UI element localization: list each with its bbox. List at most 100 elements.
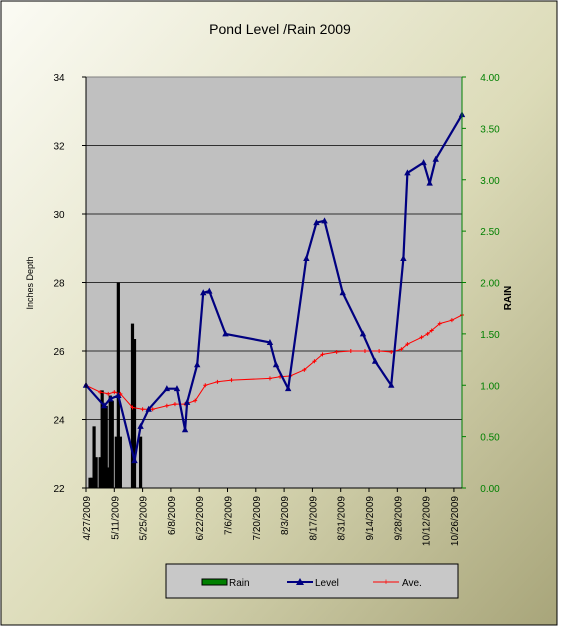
ave-point (437, 321, 442, 326)
x-tick-label: 6/8/2009 (167, 496, 178, 535)
rain-bar (90, 477, 94, 488)
level-point (206, 287, 213, 294)
x-tick-label: 9/28/2009 (393, 496, 404, 541)
level-point (303, 255, 310, 262)
x-tick-label: 7/20/2009 (252, 496, 263, 541)
ave-point (150, 407, 155, 412)
rain-bar (88, 477, 92, 488)
ave-point (405, 342, 410, 347)
rain-bar (114, 436, 118, 488)
level-point (339, 289, 346, 296)
y2-tick-label: 2.00 (480, 279, 500, 290)
ave-point (98, 390, 103, 395)
y2-tick-label: 3.00 (480, 176, 500, 187)
rain-bar (98, 457, 102, 488)
rain-bar (106, 467, 110, 488)
y-tick-label: 24 (53, 416, 65, 427)
y-tick-label: 26 (53, 347, 65, 358)
level-point (420, 159, 427, 166)
level-point (371, 357, 379, 364)
rain-bar (138, 436, 143, 488)
level-point (173, 385, 181, 392)
ave-point (362, 349, 367, 353)
ave-point (389, 350, 394, 355)
legend-ave-label: Ave. (402, 578, 422, 589)
ave-point (302, 367, 307, 372)
ave-point (320, 352, 325, 357)
ave-series (84, 313, 464, 412)
ave-point (425, 331, 430, 336)
ave-point (429, 328, 434, 333)
level-point (426, 179, 433, 186)
x-tick-label: 5/11/2009 (110, 496, 121, 540)
x-tick-label: 10/12/2009 (422, 496, 433, 546)
y2-tick-label: 2.50 (480, 227, 500, 238)
ave-point (106, 391, 111, 396)
ave-point (215, 379, 220, 384)
rain-bar (108, 395, 112, 488)
level-point (100, 402, 108, 409)
y-tick-label: 22 (53, 484, 65, 495)
x-tick-label: 10/26/2009 (450, 496, 461, 546)
ave-point (449, 318, 454, 323)
x-tick-label: 6/22/2009 (195, 496, 206, 541)
ave-point (377, 349, 382, 353)
rain-bar (132, 339, 137, 488)
y-axis-title: Inches Depth (25, 256, 35, 309)
rain-bar (118, 436, 122, 488)
ave-point (267, 376, 272, 381)
level-point (272, 361, 280, 368)
x-tick-label: 8/17/2009 (308, 496, 319, 541)
legend-rain-swatch (201, 578, 228, 586)
level-point (131, 457, 138, 464)
level-point (222, 330, 229, 337)
rain-bar (100, 390, 104, 488)
level-point (115, 392, 122, 399)
legend-level-marker (296, 578, 304, 585)
ave-point (203, 383, 208, 388)
level-point (181, 426, 189, 433)
level-point (145, 405, 152, 412)
legend-level-label: Level (315, 578, 339, 589)
y-tick-label: 34 (53, 73, 65, 84)
y2-tick-label: 3.50 (480, 124, 500, 135)
level-point (359, 330, 367, 337)
rain-bar (102, 405, 106, 488)
rain-bar (92, 426, 96, 488)
level-point (404, 169, 411, 176)
x-tick-label: 4/27/2009 (82, 496, 93, 541)
y2-axis-title: RAIN (503, 286, 514, 310)
ave-point (348, 349, 353, 353)
level-point (137, 422, 144, 429)
rain-bars (88, 282, 143, 488)
ave-point (399, 347, 404, 352)
gridlines (86, 145, 462, 420)
x-tick-label: 8/3/2009 (280, 496, 291, 535)
ave-point (164, 403, 169, 408)
y-tick-label: 28 (53, 279, 65, 290)
ave-point (229, 378, 234, 383)
x-tick-label: 9/14/2009 (365, 496, 376, 541)
rain-bar (104, 405, 108, 488)
x-tick-label: 5/25/2009 (139, 496, 150, 541)
level-point (200, 289, 207, 296)
rain-bar (110, 400, 114, 488)
x-tick-label: 7/6/2009 (224, 496, 235, 535)
y2-tick-label: 1.50 (480, 330, 500, 341)
x-tick-label: 8/31/2009 (337, 496, 348, 541)
ave-point (140, 407, 145, 412)
y-tick-label: 32 (53, 142, 65, 153)
level-point (284, 385, 292, 392)
axes: 22 24 26 28 30 32 34 0.00 0.50 1.00 1.50 2.00 2.50 3.… (53, 73, 500, 546)
legend-rain-label: Rain (229, 578, 250, 589)
level-point (313, 219, 320, 226)
y-tick-label: 30 (53, 210, 65, 221)
rain-bar (94, 457, 98, 488)
y2-tick-label: 0.50 (480, 433, 500, 444)
level-point (107, 395, 114, 402)
y2-tick-label: 0.00 (480, 484, 500, 495)
level-point (163, 385, 171, 392)
y2-tick-label: 1.00 (480, 381, 500, 392)
ave-point (172, 402, 177, 407)
